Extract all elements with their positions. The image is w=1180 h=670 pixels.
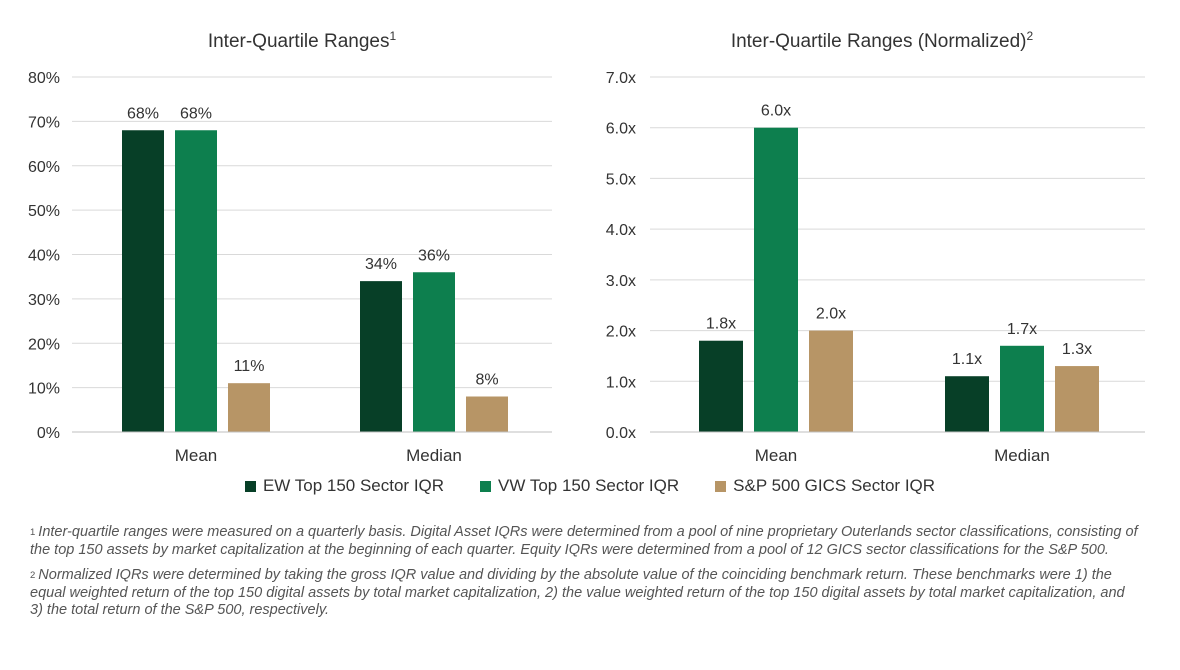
footnote-1: 1 Inter-quartile ranges were measured on … (30, 524, 1140, 559)
chart2-ytick-label: 0.0x (606, 425, 636, 442)
chart2-bar-sp-median (1055, 366, 1099, 432)
chart2-data-label: 6.0x (761, 103, 791, 120)
chart1-ytick-label: 80% (28, 70, 60, 87)
footnote-2: 2 Normalized IQRs were determined by taki… (30, 567, 1140, 620)
chart1-ytick-label: 40% (28, 248, 60, 265)
chart2-data-label: 2.0x (816, 306, 846, 323)
chart2-bar-ew-mean (699, 340, 743, 432)
chart1-ytick-label: 10% (28, 381, 60, 398)
legend-swatch-vw (480, 480, 492, 492)
chart1-bar-sp-mean (228, 383, 270, 432)
chart1-ytick-label: 70% (28, 114, 60, 131)
legend-label-vw: VW Top 150 Sector IQR (498, 476, 680, 495)
chart2-title: Inter-Quartile Ranges (Normalized)2 (731, 29, 1034, 52)
chart1-data-label: 68% (127, 105, 159, 122)
footnote-marker-1: 1 (30, 527, 36, 538)
chart1-data-label: 36% (418, 247, 450, 264)
legend-label-ew: EW Top 150 Sector IQR (262, 476, 445, 495)
chart2-ytick-label: 1.0x (606, 374, 636, 391)
chart2-bar-vw-mean (754, 127, 798, 432)
chart2-ytick-label: 5.0x (606, 171, 636, 188)
footnote-text-1: Inter-quartile ranges were measured on a… (30, 524, 1138, 558)
chart2-bar-ew-median (945, 376, 989, 432)
chart1-data-label: 34% (365, 256, 397, 273)
footnotes: 1 Inter-quartile ranges were measured on … (30, 524, 1140, 628)
legend-swatch-sp (715, 480, 727, 492)
chart2-ytick-label: 6.0x (606, 121, 636, 138)
chart2-ytick-label: 3.0x (606, 273, 636, 290)
chart1-category-label: Mean (175, 446, 218, 465)
charts-canvas: Inter-Quartile Ranges1 0% 10% 20% 30% 40% 50% 6… (28, 29, 1145, 465)
footnote-marker-2: 2 (30, 570, 36, 581)
chart2-data-label: 1.3x (1062, 341, 1092, 358)
chart1-ytick-label: 0% (37, 425, 60, 442)
chart2-data-label: 1.7x (1007, 321, 1037, 338)
legend-swatch-ew (244, 480, 256, 492)
chart1-bar-vw-mean (175, 130, 217, 432)
chart2-ytick-label: 2.0x (606, 324, 636, 341)
legend-item-sp: S&P 500 GICS Sector IQR (715, 476, 935, 496)
legend-item-vw: VW Top 150 Sector IQR (480, 476, 679, 496)
chart1-bar-vw-median (413, 272, 455, 432)
chart1-bar-sp-median (466, 396, 508, 432)
chart1-ytick-label: 50% (28, 203, 60, 220)
chart1-bar-ew-median (360, 281, 402, 432)
chart2-data-label: 1.8x (706, 316, 736, 333)
legend-label-sp: S&P 500 GICS Sector IQR (733, 476, 936, 495)
legend-item-ew: EW Top 150 Sector IQR (244, 476, 445, 496)
chart1-ytick-label: 60% (28, 159, 60, 176)
chart1-title: Inter-Quartile Ranges1 (208, 29, 397, 52)
chart1-bar-ew-mean (122, 130, 164, 432)
chart1-category-label: Median (406, 446, 462, 465)
chart1-data-label: 68% (180, 105, 212, 122)
chart2-bar-vw-median (1000, 345, 1044, 432)
chart2-data-label: 1.1x (952, 351, 982, 368)
legend: EW Top 150 Sector IQR VW Top 150 Sector … (0, 476, 1180, 496)
chart1-data-label: 8% (475, 372, 498, 389)
chart2-category-label: Median (994, 446, 1050, 465)
chart2-ytick-label: 4.0x (606, 222, 636, 239)
chart2-ytick-label: 7.0x (606, 70, 636, 87)
chart1-ytick-label: 30% (28, 292, 60, 309)
footnote-text-2: Normalized IQRs were determined by takin… (30, 567, 1125, 618)
chart2-category-label: Mean (755, 446, 798, 465)
chart2-bar-sp-mean (809, 330, 853, 432)
chart1-data-label: 11% (234, 358, 265, 375)
chart1-ytick-label: 20% (28, 336, 60, 353)
